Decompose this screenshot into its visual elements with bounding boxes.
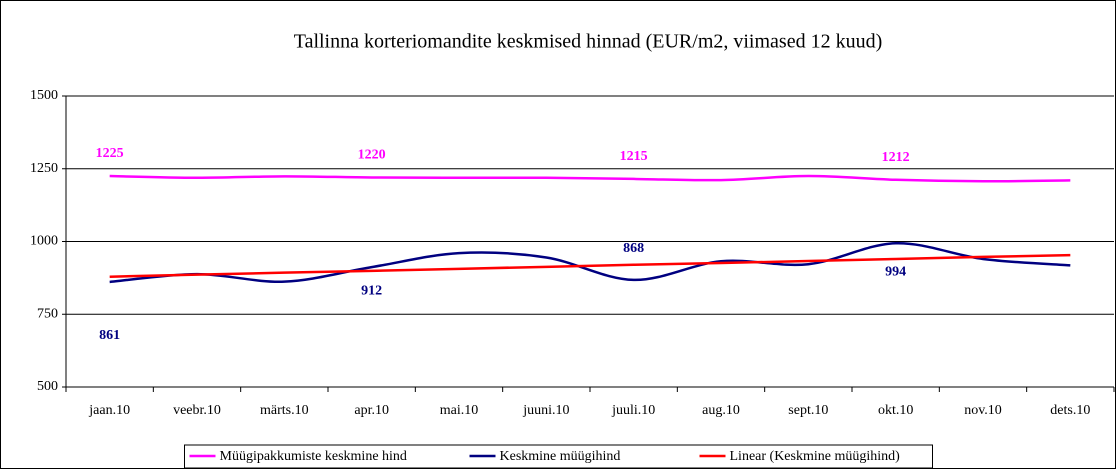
x-tick-label: dets.10: [1050, 403, 1090, 418]
data-label: 1215: [620, 149, 648, 164]
y-tick-label: 1250: [30, 161, 58, 176]
data-label: 861: [99, 328, 120, 343]
x-tick-label: jaan.10: [88, 403, 130, 418]
x-tick-label: veebr.10: [173, 403, 221, 418]
series-line: [109, 253, 1071, 278]
x-tick-label: sept.10: [788, 403, 828, 418]
x-tick-label: juuli.10: [611, 403, 655, 418]
data-label: 868: [623, 241, 644, 256]
x-tick-label: apr.10: [354, 403, 389, 418]
data-label: 1225: [96, 146, 124, 161]
data-label: 994: [885, 264, 906, 279]
legend-box: [184, 444, 933, 469]
y-tick-label: 1500: [30, 88, 58, 103]
x-tick-label: juuni.10: [522, 403, 569, 418]
y-tick-label: 500: [37, 379, 58, 394]
y-tick-label: 1000: [30, 234, 58, 249]
legend-label: Linear (Keskmine müügihind): [730, 449, 901, 464]
legend-label: Müügipakkumiste keskmine hind: [220, 449, 407, 464]
data-label: 912: [361, 283, 382, 298]
series-line: [109, 241, 1071, 284]
y-tick-label: 750: [37, 306, 58, 321]
x-tick-label: märts.10: [260, 403, 309, 418]
x-tick-label: okt.10: [878, 403, 913, 418]
legend-label: Keskmine müügihind: [500, 449, 621, 464]
x-tick-label: aug.10: [702, 403, 740, 418]
data-label: 1212: [882, 150, 910, 165]
series-line: [109, 174, 1071, 183]
x-tick-label: nov.10: [964, 403, 1002, 418]
data-label: 1220: [358, 148, 386, 163]
chart-title: Tallinna korteriomandite keskmised hinna…: [294, 31, 883, 53]
x-tick-label: mai.10: [440, 403, 479, 418]
legend: Müügipakkumiste keskmine hind Keskmine mü…: [184, 444, 933, 469]
